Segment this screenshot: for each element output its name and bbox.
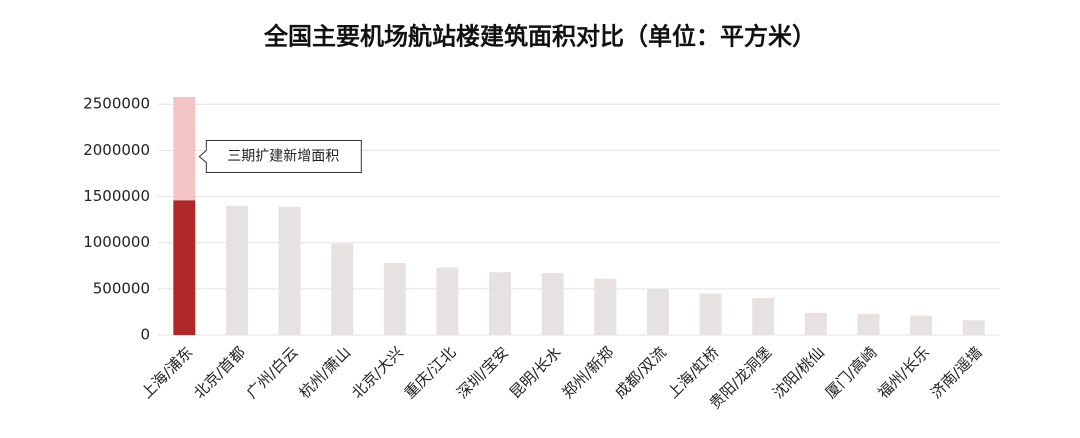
y-tick-label: 500000 [93, 279, 150, 297]
bar [173, 200, 196, 335]
x-tick-label: 杭州/萧山 [295, 343, 354, 402]
bar [962, 320, 985, 335]
y-tick-label: 2500000 [83, 95, 150, 113]
x-tick-label: 深圳/宝安 [453, 343, 512, 402]
x-tick-label: 上海/浦东 [138, 343, 197, 402]
callout-label: 三期扩建新增面积 [227, 149, 339, 165]
chart-title: 全国主要机场航站楼建筑面积对比（单位：平方米） [263, 22, 816, 51]
bar [489, 272, 512, 335]
x-tick-label: 重庆/江北 [401, 343, 460, 402]
y-tick-label: 1500000 [83, 187, 150, 205]
y-tick-label: 0 [140, 326, 150, 344]
x-tick-label: 沈阳/桃仙 [769, 343, 828, 402]
y-tick-label: 1000000 [83, 233, 150, 251]
bar [541, 273, 564, 335]
x-tick-label: 济南/遥墙 [927, 343, 986, 402]
x-tick-label: 昆明/长水 [506, 343, 565, 402]
bar [331, 243, 354, 335]
bar [173, 96, 196, 201]
x-tick-label: 北京/首都 [190, 343, 249, 402]
bar [436, 267, 459, 335]
x-tick-label: 成都/双流 [611, 343, 670, 402]
callout: 三期扩建新增面积 [198, 140, 362, 174]
bar [278, 206, 301, 335]
bar [699, 293, 722, 335]
bar [225, 205, 248, 335]
bar [804, 312, 827, 335]
callout-box [198, 140, 362, 174]
bar [594, 278, 617, 335]
bar [383, 263, 406, 335]
bar [646, 288, 669, 335]
x-tick-label: 广州/白云 [243, 343, 302, 402]
x-tick-label: 厦门/高崎 [822, 343, 881, 402]
x-tick-label: 郑州/新郑 [559, 343, 618, 402]
bar [910, 315, 933, 335]
bar [752, 298, 775, 335]
x-tick-label: 福州/长乐 [874, 343, 933, 402]
y-tick-label: 2000000 [83, 141, 150, 159]
x-tick-label: 北京/大兴 [348, 343, 407, 402]
bar [857, 313, 880, 335]
